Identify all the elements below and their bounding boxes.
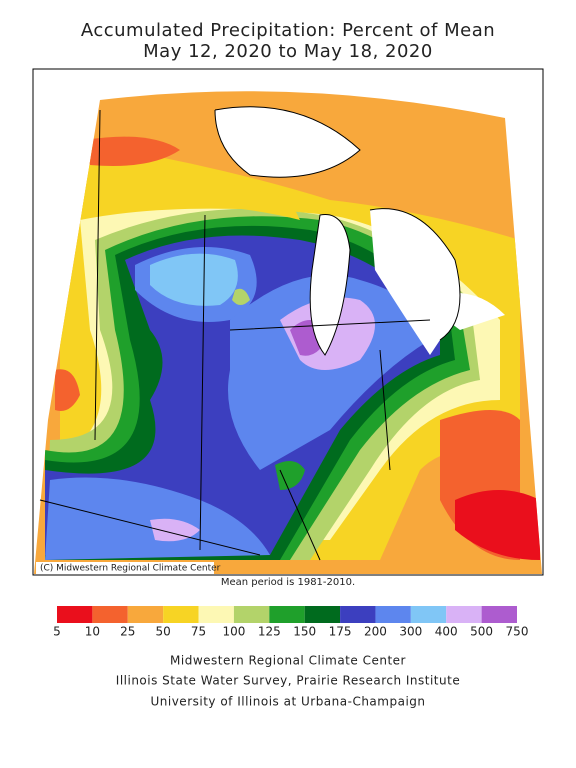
legend-swatch	[304, 606, 341, 623]
copyright: (C) Midwestern Regional Climate Center	[40, 564, 221, 574]
legend-tick-label: 400	[435, 625, 458, 639]
legend-tick-label: 750	[506, 625, 529, 639]
boundaries	[39, 106, 461, 561]
legend-tick-label: 75	[191, 625, 206, 639]
mean-period: Mean period is 1981-2010.	[221, 577, 355, 588]
legend-tick-label: 125	[258, 625, 281, 639]
footer-line: University of Illinois at Urbana-Champai…	[150, 695, 425, 709]
map-field	[34, 91, 542, 574]
legend-swatch	[127, 606, 164, 623]
legend-swatch	[410, 606, 447, 623]
legend-tick-label: 25	[120, 625, 135, 639]
legend-swatch	[198, 606, 234, 623]
title: Accumulated Precipitation: Percent of Me…	[81, 20, 495, 41]
legend-swatch	[233, 606, 270, 623]
footer-line: Midwestern Regional Climate Center	[170, 654, 406, 668]
legend-swatch	[446, 606, 482, 623]
legend-tick-label: 100	[222, 625, 245, 639]
copyright-box	[36, 562, 214, 574]
legend: 5 10 25 50 75 100 125 150 175 200 300 400 500 750	[53, 606, 528, 639]
legend-swatch	[269, 606, 305, 623]
legend-swatch	[57, 606, 93, 623]
legend-swatch	[163, 606, 199, 623]
legend-tick-label: 500	[470, 625, 493, 639]
legend-swatch	[375, 606, 411, 623]
legend-tick-label: 175	[329, 625, 352, 639]
legend-tick-label: 300	[399, 625, 422, 639]
legend-swatch	[92, 606, 128, 623]
footer-line: Illinois State Water Survey, Prairie Res…	[116, 674, 460, 688]
legend-tick-label: 50	[156, 625, 171, 639]
legend-swatch	[340, 606, 376, 623]
legend-tick-label: 200	[364, 625, 387, 639]
legend-tick-label: 5	[53, 625, 61, 639]
legend-tick-label: 10	[85, 625, 100, 639]
legend-tick-label: 150	[293, 625, 316, 639]
legend-swatch	[481, 606, 517, 623]
subtitle: May 12, 2020 to May 18, 2020	[143, 41, 433, 62]
